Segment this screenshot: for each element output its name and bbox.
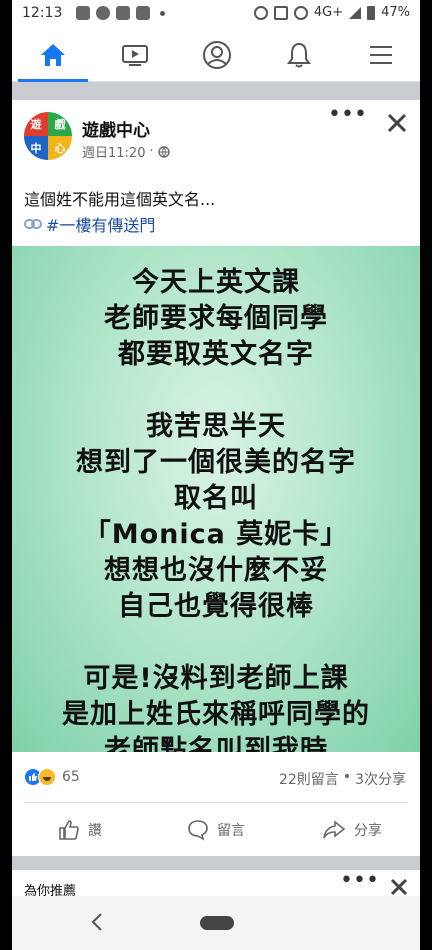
post-image-text-line: 老師要求每個同學 xyxy=(104,303,328,334)
nav-home[interactable] xyxy=(12,28,94,82)
post-image-text-line: 自己也覺得很棒 xyxy=(118,591,314,622)
share-button[interactable]: 分享 xyxy=(284,810,420,850)
globe-icon xyxy=(157,145,170,158)
home-icon xyxy=(41,44,65,66)
app-icon xyxy=(136,6,150,20)
like-button[interactable]: 讚 xyxy=(12,810,148,850)
post-stats: 22則留言 • 3次分享 xyxy=(279,769,406,789)
post-link-text: #一樓有傳送門 xyxy=(46,216,156,235)
alarm-icon xyxy=(253,5,268,20)
post-image-text-line: 取名叫 xyxy=(174,483,258,514)
post-image-text-line: 想到了一個很美的名字 xyxy=(76,447,356,478)
chat-icon xyxy=(96,6,110,20)
more-notifications-dot xyxy=(160,10,165,16)
comment-label: 留言 xyxy=(217,823,245,839)
network-type: 4G+ xyxy=(313,5,344,20)
post-image-text-line: 都要取英文名字 xyxy=(118,339,314,370)
like-label: 讚 xyxy=(88,823,102,839)
share-count[interactable]: 3次分享 xyxy=(355,772,406,788)
post-image-text-line: 我苦思半天 xyxy=(146,411,286,442)
post-time[interactable]: 週日11:20 xyxy=(82,146,146,161)
nav-profile[interactable] xyxy=(176,28,258,82)
comment-button[interactable]: 留言 xyxy=(148,810,284,850)
recommended-more-button[interactable]: ••• xyxy=(340,868,379,893)
watch-video-icon xyxy=(122,45,148,66)
post-image-text-line: 可是!沒料到老師上課 xyxy=(83,663,349,694)
page-name[interactable]: 遊戲中心 xyxy=(82,121,150,141)
close-icon[interactable] xyxy=(388,876,410,898)
system-nav-bar xyxy=(12,896,420,950)
comment-count[interactable]: 22則留言 xyxy=(278,772,339,788)
page-avatar[interactable]: 遊 戲 中 心 xyxy=(24,112,72,160)
battery-percent: 47% xyxy=(381,5,410,20)
phone-screen: 12:13 4G+ 47% xyxy=(12,0,420,950)
comment-icon xyxy=(188,820,208,841)
post-image-text-line: 想想也沒什麼不妥 xyxy=(104,555,328,586)
avatar-quadrant: 遊 xyxy=(24,112,48,136)
back-icon[interactable] xyxy=(86,910,110,934)
status-bar: 12:13 4G+ 47% xyxy=(12,0,420,28)
cast-icon xyxy=(273,5,288,20)
android-icon xyxy=(76,6,90,20)
post-card: 遊 戲 中 心 遊戲中心 週日11:20 · ••• 這個姓不能用這個英文名..… xyxy=(12,100,420,856)
status-right: 4G+ 47% xyxy=(253,5,410,20)
top-nav-bar xyxy=(12,28,420,82)
recommended-title: 為你推薦 xyxy=(24,884,77,899)
reaction-summary[interactable]: 65 xyxy=(24,768,80,786)
meta-separator: · xyxy=(149,144,154,159)
android-icon xyxy=(116,6,130,20)
reaction-count: 65 xyxy=(62,769,80,785)
home-pill-button[interactable] xyxy=(200,916,234,930)
profile-icon xyxy=(203,41,231,69)
post-link[interactable]: #一樓有傳送門 xyxy=(24,212,155,236)
thumbs-up-icon xyxy=(59,820,79,840)
post-meta: 週日11:20 · xyxy=(82,142,170,161)
post-more-button[interactable]: ••• xyxy=(328,102,367,127)
post-image-text-line: 今天上英文課 xyxy=(132,267,300,298)
battery-icon xyxy=(367,5,376,20)
link-icon xyxy=(24,219,42,229)
post-image-text-line: 老師點名叫到我時 xyxy=(104,735,328,752)
mute-icon xyxy=(293,5,308,20)
menu-icon xyxy=(370,46,392,64)
post-image-text-line: 「Monica 莫妮卡」 xyxy=(83,519,349,550)
avatar-quadrant: 心 xyxy=(48,136,72,160)
haha-reaction-icon xyxy=(38,768,56,786)
post-text: 這個姓不能用這個英文名... xyxy=(24,190,216,209)
divider xyxy=(24,802,408,803)
post-image-text-line: 是加上姓氏來稱呼同學的 xyxy=(62,699,370,730)
post-actions: 讚 留言 分享 xyxy=(12,810,420,850)
nav-notifications[interactable] xyxy=(258,28,340,82)
avatar-quadrant: 中 xyxy=(24,136,48,160)
post-image[interactable]: 今天上英文課 老師要求每個同學 都要取英文名字 我苦思半天想到了一個很美的名字 取名叫「… xyxy=(12,246,420,752)
avatar-quadrant: 戲 xyxy=(48,112,72,136)
close-icon[interactable] xyxy=(384,110,410,136)
status-time: 12:13 xyxy=(22,5,63,21)
share-label: 分享 xyxy=(354,823,382,839)
nav-menu[interactable] xyxy=(340,28,420,82)
stats-separator: • xyxy=(342,769,352,785)
notification-icons xyxy=(76,6,165,20)
share-icon xyxy=(323,820,346,839)
signal-icon xyxy=(349,6,362,19)
nav-watch[interactable] xyxy=(94,28,176,82)
bell-icon xyxy=(287,42,311,68)
